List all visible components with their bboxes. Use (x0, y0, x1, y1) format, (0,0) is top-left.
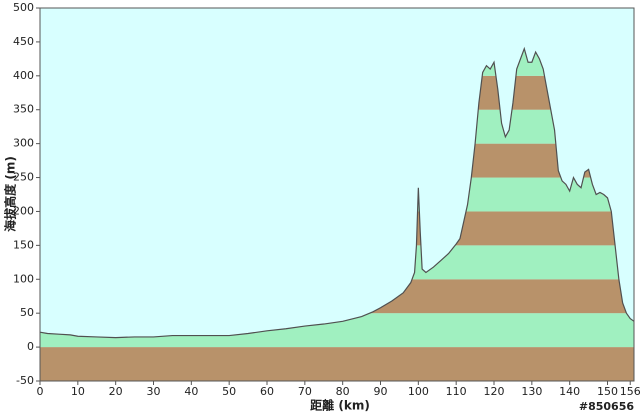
profile-line (39, 46, 635, 339)
x-tick-label: 10 (71, 385, 85, 398)
x-tick-label: 80 (336, 385, 350, 398)
x-tick-label: 70 (298, 385, 312, 398)
y-tick-label: 50 (20, 306, 34, 319)
x-tick-label: 140 (559, 385, 580, 398)
x-tick-label: 40 (184, 385, 198, 398)
y-axis-title: 海拔高度 (m) (3, 156, 18, 232)
x-tick-label: 100 (408, 385, 429, 398)
x-tick-label: 130 (521, 385, 542, 398)
y-tick-label: -50 (16, 374, 34, 387)
y-tick-label: 150 (13, 238, 34, 251)
y-tick-label: 350 (13, 103, 34, 116)
plot-frame (39, 7, 635, 382)
x-tick-label: 0 (37, 385, 44, 398)
y-tick-label: 200 (13, 204, 34, 217)
x-tick-label: 150 (597, 385, 618, 398)
x-tick-label: 90 (374, 385, 388, 398)
elevation-band (40, 347, 634, 381)
x-tick-label: 60 (260, 385, 274, 398)
x-tick-label: 110 (446, 385, 467, 398)
y-tick-label: 450 (13, 35, 34, 48)
y-tick-label: 300 (13, 137, 34, 150)
y-tick-label: 500 (13, 1, 34, 14)
watermark: #850656 (579, 400, 634, 413)
x-tick-label: 120 (484, 385, 505, 398)
y-tick-label: 400 (13, 69, 34, 82)
x-tick-label: 30 (147, 385, 161, 398)
x-tick-label: 50 (222, 385, 236, 398)
x-tick-label: 156 (620, 385, 640, 398)
y-tick-label: 250 (13, 171, 34, 184)
x-axis-title: 距離 (km) (310, 398, 370, 413)
x-tick-label: 20 (109, 385, 123, 398)
y-tick-label: 0 (27, 340, 34, 353)
y-tick-label: 100 (13, 272, 34, 285)
